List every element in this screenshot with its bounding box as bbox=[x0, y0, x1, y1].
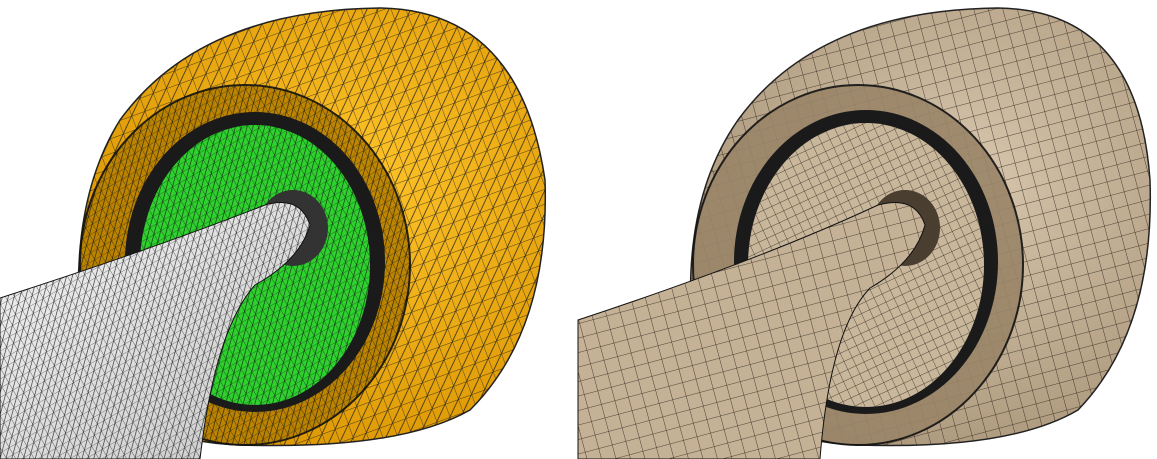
left-rendering bbox=[0, 7, 547, 459]
right-rendering bbox=[577, 7, 1152, 459]
shaft-mesh bbox=[0, 202, 310, 459]
shaft-mesh bbox=[578, 202, 925, 459]
